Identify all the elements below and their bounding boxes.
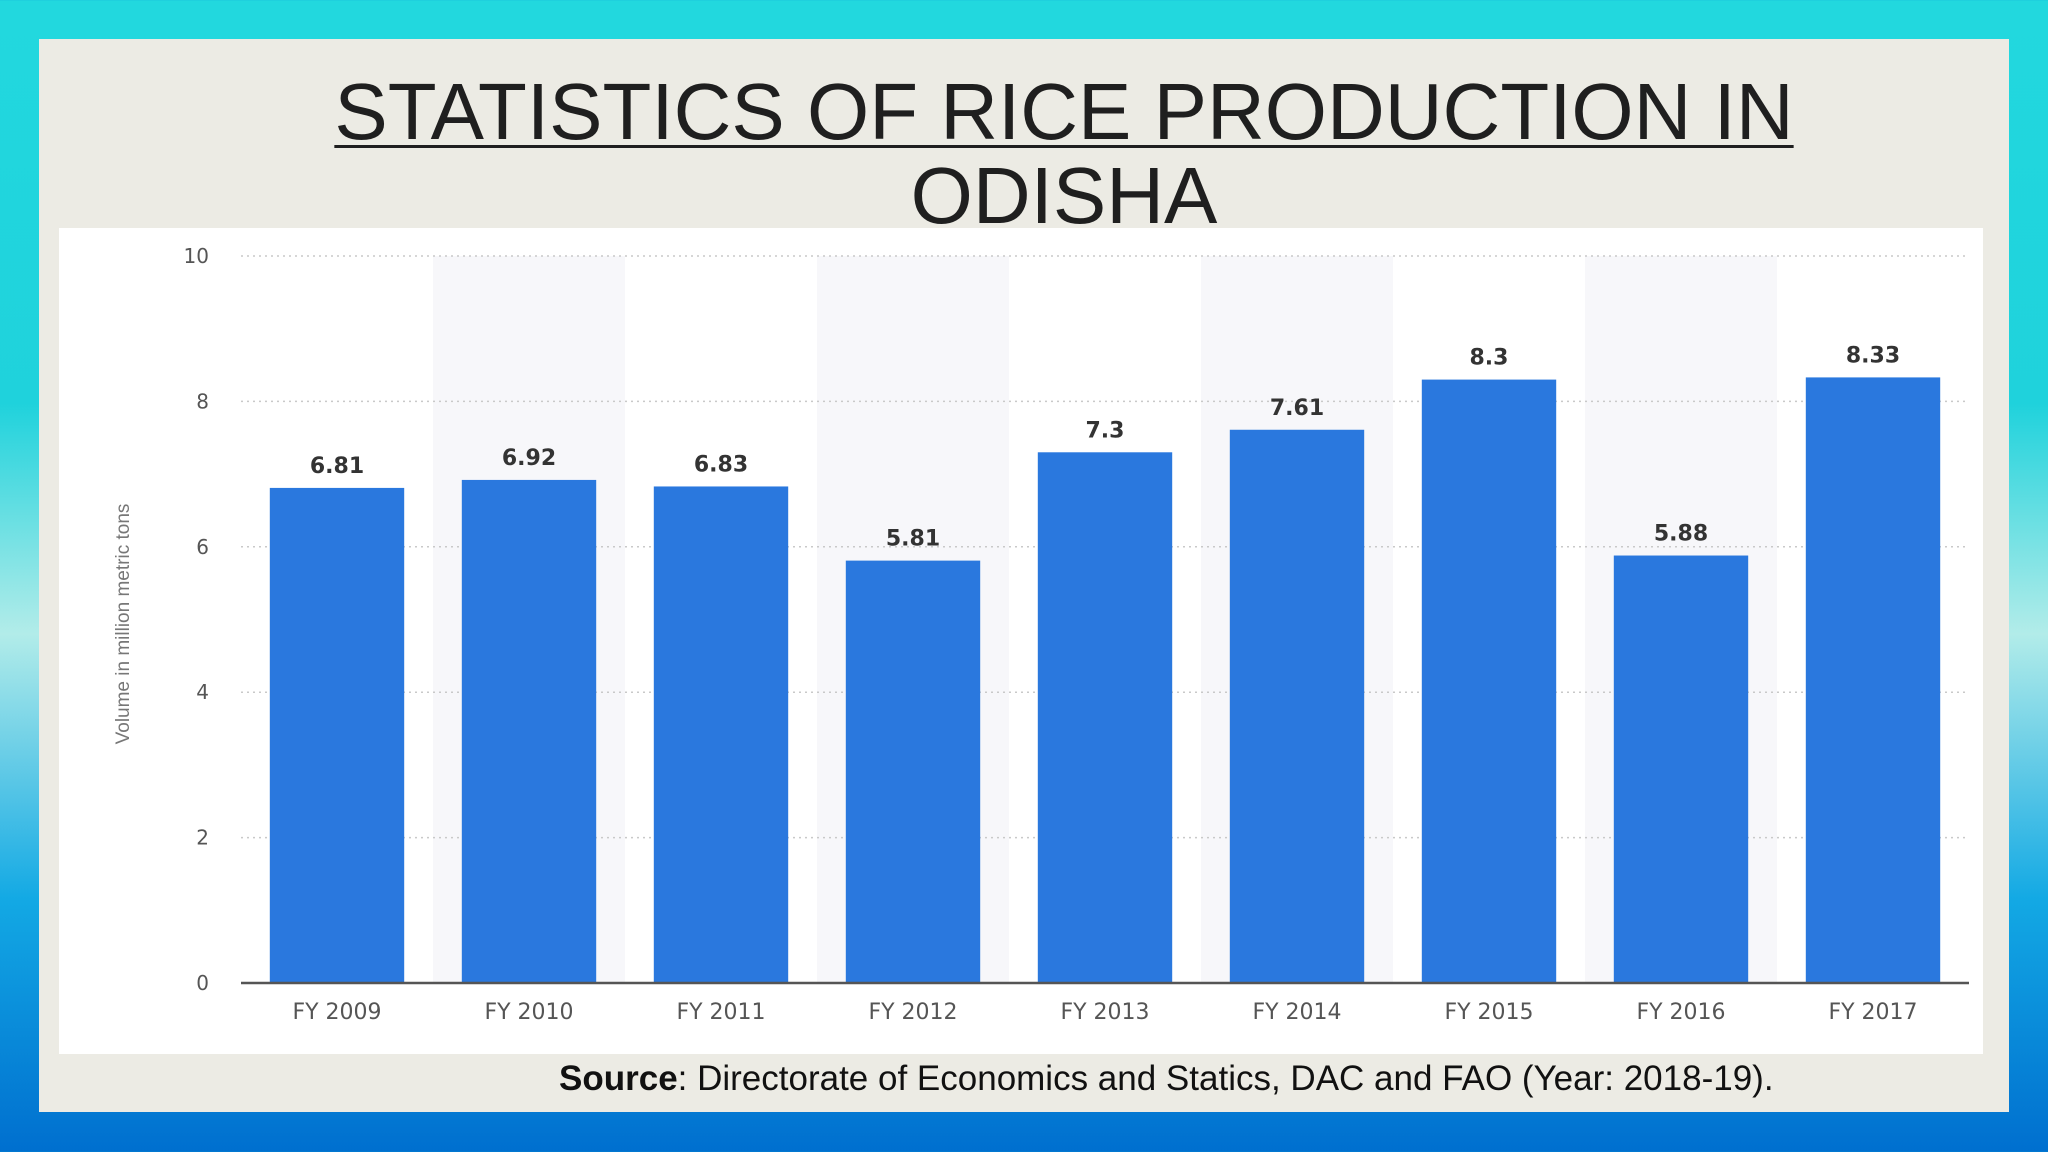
bar-fy-2017 — [1805, 377, 1941, 983]
y-tick-label: 8 — [196, 389, 209, 413]
x-tick-label: FY 2016 — [1636, 1000, 1725, 1025]
y-tick-label: 6 — [196, 535, 209, 559]
bar-fy-2016 — [1613, 555, 1749, 983]
data-label: 8.33 — [1846, 343, 1900, 368]
y-tick-label: 0 — [196, 971, 209, 995]
x-tick-label: FY 2013 — [1060, 1000, 1149, 1025]
bar-fy-2013 — [1037, 452, 1173, 983]
x-tick-label: FY 2014 — [1252, 1000, 1341, 1025]
slide: STATISTICS OF RICE PRODUCTION IN ODISHA … — [39, 39, 2009, 1112]
slide-title: STATISTICS OF RICE PRODUCTION IN ODISHA — [39, 70, 2048, 238]
x-tick-label: FY 2009 — [292, 1000, 381, 1025]
x-tick-label: FY 2011 — [676, 1000, 765, 1025]
data-label: 6.81 — [310, 454, 364, 479]
data-label: 7.3 — [1086, 418, 1125, 443]
data-label: 5.81 — [886, 527, 940, 552]
data-label: 5.88 — [1654, 522, 1708, 547]
data-label: 8.3 — [1470, 346, 1509, 371]
data-label: 6.92 — [502, 446, 556, 471]
bar-fy-2011 — [653, 486, 789, 983]
x-tick-label: FY 2017 — [1828, 1000, 1917, 1025]
x-tick-label: FY 2012 — [868, 1000, 957, 1025]
bar-fy-2014 — [1229, 429, 1365, 983]
y-axis-title: Volume in million metric tons — [113, 504, 134, 745]
data-label: 7.61 — [1270, 396, 1324, 421]
x-tick-label: FY 2010 — [484, 1000, 573, 1025]
y-tick-label: 2 — [196, 826, 209, 850]
data-label: 6.83 — [694, 452, 748, 477]
title-line-1: STATISTICS OF RICE PRODUCTION IN — [334, 67, 1794, 156]
y-tick-label: 4 — [196, 680, 209, 704]
bar-chart: 0 2 4 6 8 10 6.81 FY 2009 6.92 FY 2010 6.83 FY 2011… — [113, 244, 1969, 1025]
chart-panel: 0 2 4 6 8 10 6.81 FY 2009 6.92 FY 2010 6.83 FY 2011… — [59, 228, 1983, 1054]
source-text: : Directorate of Economics and Statics, … — [677, 1059, 1774, 1098]
bar-fy-2012 — [845, 560, 981, 983]
source-note: Source: Directorate of Economics and Sta… — [559, 1059, 1774, 1099]
bar-fy-2010 — [461, 479, 597, 983]
title-line-2: ODISHA — [910, 151, 1218, 240]
x-tick-label: FY 2015 — [1444, 1000, 1533, 1025]
bar-fy-2015 — [1421, 379, 1557, 984]
source-label: Source — [559, 1059, 678, 1098]
y-tick-label: 10 — [184, 244, 209, 268]
bar-fy-2009 — [269, 487, 405, 983]
